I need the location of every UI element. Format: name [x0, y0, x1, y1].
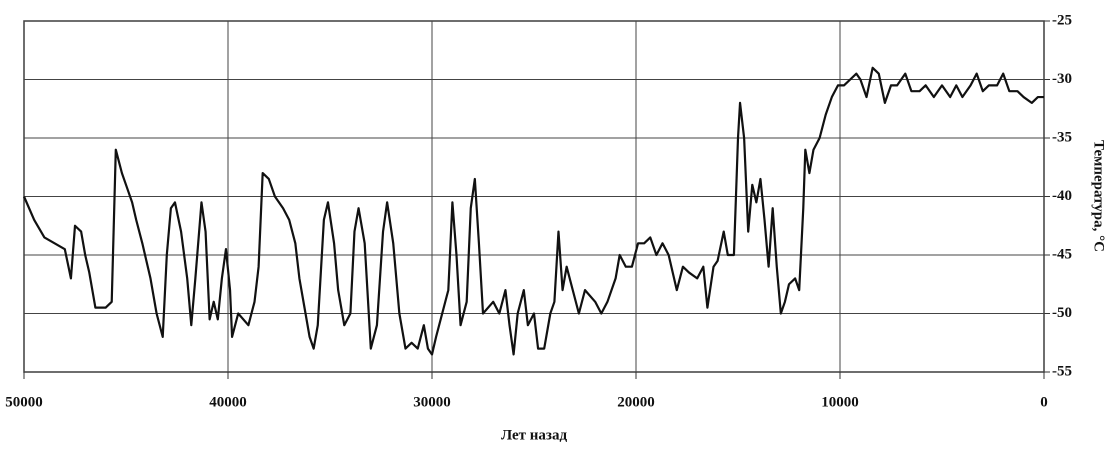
x-tick-label: 30000 — [413, 394, 451, 410]
x-tick-label: 40000 — [209, 394, 247, 410]
x-tick-label: 20000 — [617, 394, 655, 410]
x-axis-title: Лет назад — [501, 427, 568, 443]
y-tick-label: -45 — [1052, 246, 1072, 262]
y-tick-label: -30 — [1052, 71, 1072, 87]
y-tick-label: -25 — [1052, 12, 1072, 28]
x-tick-label: 10000 — [821, 394, 859, 410]
y-tick-label: -40 — [1052, 188, 1072, 204]
y-axis-title: Температура, °С — [1091, 140, 1107, 252]
x-tick-label: 50000 — [5, 394, 43, 410]
x-tick-label: 0 — [1040, 394, 1048, 410]
y-tick-label: -35 — [1052, 129, 1072, 145]
data-line — [22, 66, 1044, 356]
y-tick-label: -55 — [1052, 363, 1072, 379]
y-tick-label: -50 — [1052, 305, 1072, 321]
